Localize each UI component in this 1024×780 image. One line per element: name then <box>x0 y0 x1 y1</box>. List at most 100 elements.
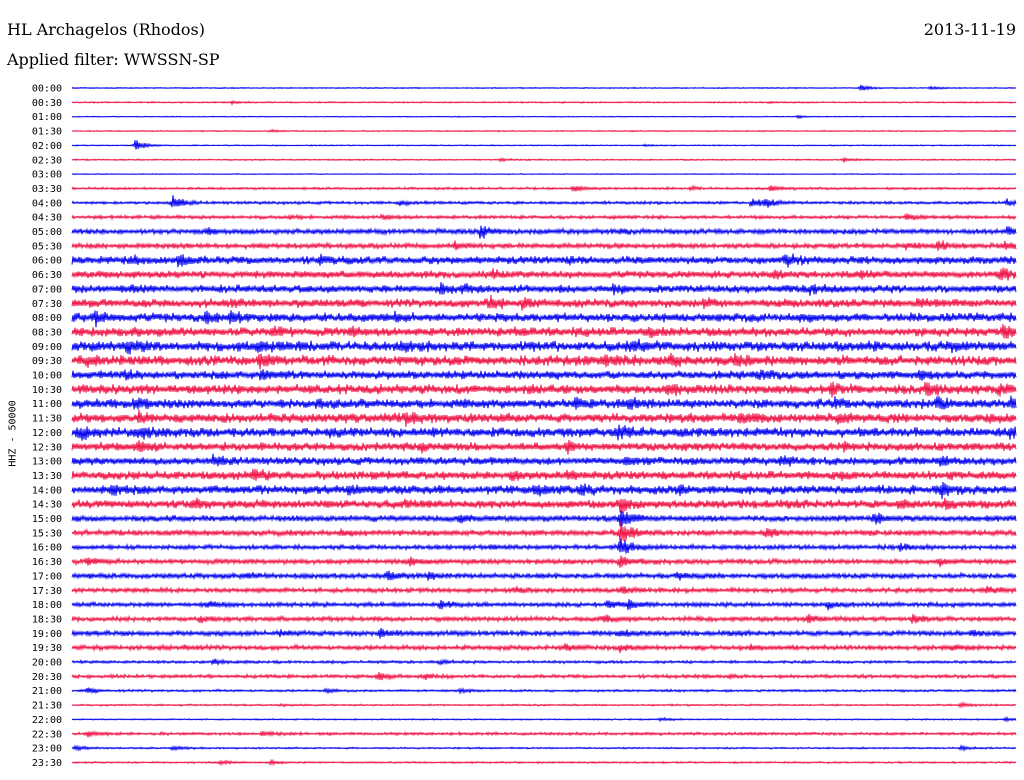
time-label: 08:00 <box>32 313 62 324</box>
trace-line <box>71 323 1017 339</box>
trace-line <box>71 510 1017 527</box>
trace-line <box>71 294 1017 311</box>
time-label: 09:30 <box>32 356 62 367</box>
trace-line <box>71 352 1017 370</box>
time-label: 07:30 <box>32 299 62 310</box>
time-label: 07:00 <box>32 284 62 295</box>
trace-line <box>71 369 1017 381</box>
trace-line <box>71 555 1017 568</box>
trace-line <box>71 658 1017 667</box>
time-label: 14:00 <box>32 485 62 496</box>
time-label: 23:30 <box>32 758 62 769</box>
trace-line <box>71 730 1017 738</box>
time-label: 01:30 <box>32 127 62 138</box>
trace-line <box>71 497 1017 513</box>
trace-line <box>71 671 1017 681</box>
time-label: 14:30 <box>32 500 62 511</box>
time-label: 21:30 <box>32 701 62 712</box>
time-label: 09:00 <box>32 342 62 353</box>
trace-line <box>71 758 1017 767</box>
trace-line <box>71 521 1017 543</box>
trace-line <box>71 643 1017 653</box>
trace-line <box>71 99 1017 106</box>
trace-line <box>71 570 1017 581</box>
trace-line <box>71 700 1017 709</box>
trace-line <box>71 439 1017 455</box>
time-label: 17:30 <box>32 586 62 597</box>
time-label: 10:30 <box>32 385 62 396</box>
record-date: 2013-11-19 <box>923 20 1016 39</box>
trace-line <box>71 240 1017 251</box>
time-label: 04:00 <box>32 198 62 209</box>
trace-line <box>71 381 1017 398</box>
time-label: 21:00 <box>32 686 62 697</box>
time-label: 23:00 <box>32 744 62 755</box>
time-label: 13:30 <box>32 471 62 482</box>
time-label: 22:00 <box>32 715 62 726</box>
trace-line <box>71 310 1017 328</box>
trace-line <box>71 184 1017 193</box>
time-label: 18:00 <box>32 600 62 611</box>
time-label: 02:30 <box>32 155 62 166</box>
trace-line <box>71 585 1017 595</box>
trace-line <box>71 172 1017 176</box>
station-title: HL Archagelos (Rhodos) <box>7 20 205 39</box>
trace-line <box>71 613 1017 624</box>
trace-line <box>71 539 1017 554</box>
time-label: 01:00 <box>32 112 62 123</box>
time-label: 22:30 <box>32 729 62 740</box>
time-label: 11:30 <box>32 414 62 425</box>
time-label: 03:30 <box>32 184 62 195</box>
time-label: 20:30 <box>32 672 62 683</box>
trace-line <box>71 481 1017 500</box>
time-label: 20:00 <box>32 658 62 669</box>
trace-line <box>71 409 1017 427</box>
time-label: 19:30 <box>32 643 62 654</box>
trace-line <box>71 424 1017 441</box>
time-label: 00:00 <box>32 84 62 95</box>
trace-line <box>71 128 1017 133</box>
time-label: 16:00 <box>32 543 62 554</box>
trace-line <box>71 253 1017 268</box>
time-label: 03:00 <box>32 170 62 181</box>
trace-line <box>71 744 1017 752</box>
time-label: 05:00 <box>32 227 62 238</box>
time-label: 08:30 <box>32 327 62 338</box>
trace-line <box>71 140 1017 150</box>
trace-line <box>71 453 1017 467</box>
trace-line <box>71 114 1017 120</box>
time-label: 12:30 <box>32 442 62 453</box>
time-label: 05:30 <box>32 241 62 252</box>
time-label: 04:30 <box>32 213 62 224</box>
time-label: 18:30 <box>32 614 62 625</box>
trace-line <box>71 395 1017 410</box>
time-label: 15:00 <box>32 514 62 525</box>
time-label: 02:00 <box>32 141 62 152</box>
time-label: 06:30 <box>32 270 62 281</box>
time-label: 16:30 <box>32 557 62 568</box>
time-label: 13:00 <box>32 457 62 468</box>
trace-line <box>71 628 1017 639</box>
time-label: 17:00 <box>32 571 62 582</box>
trace-line <box>71 225 1017 239</box>
time-label: 11:00 <box>32 399 62 410</box>
trace-line <box>71 715 1017 723</box>
filter-label: Applied filter: WWSSN-SP <box>7 50 220 69</box>
time-label: 15:30 <box>32 528 62 539</box>
time-label: 12:00 <box>32 428 62 439</box>
time-label: 06:00 <box>32 256 62 267</box>
time-label: 00:30 <box>32 98 62 109</box>
trace-line <box>71 156 1017 164</box>
trace-line <box>71 282 1017 296</box>
trace-line <box>71 84 1017 92</box>
time-label: 19:00 <box>32 629 62 640</box>
trace-line <box>71 599 1017 611</box>
trace-line <box>71 267 1017 281</box>
trace-line <box>71 195 1017 208</box>
trace-line <box>71 468 1017 482</box>
trace-line <box>71 338 1017 355</box>
time-label: 10:00 <box>32 371 62 382</box>
trace-line <box>71 213 1017 222</box>
trace-line <box>71 687 1017 695</box>
